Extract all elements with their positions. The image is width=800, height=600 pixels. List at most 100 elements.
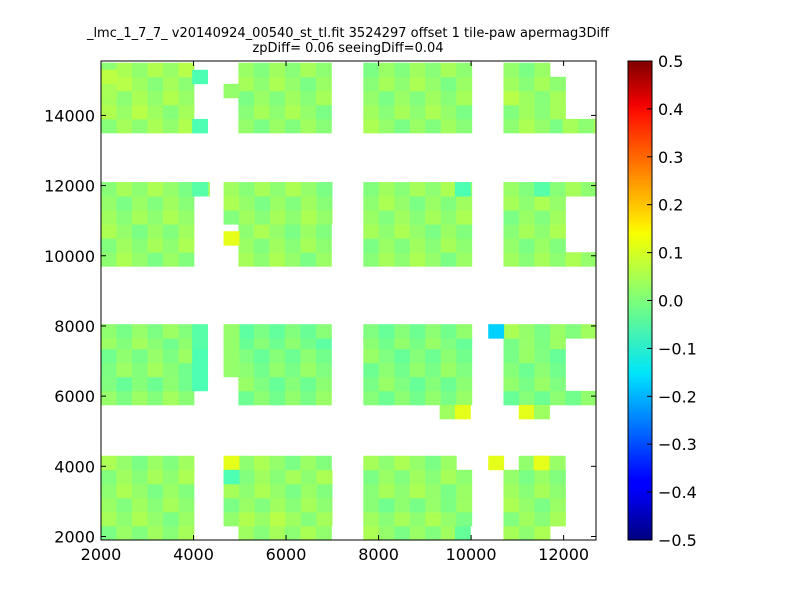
heatmap-cell <box>378 376 395 392</box>
heatmap-cell <box>269 62 286 78</box>
heatmap-cell <box>254 196 271 211</box>
heatmap-cell <box>132 90 148 106</box>
heatmap-cell <box>132 210 148 225</box>
heatmap-cell <box>162 511 179 527</box>
heatmap-cell <box>378 90 395 106</box>
heatmap-cell <box>518 196 535 211</box>
heatmap-cell <box>101 238 117 253</box>
heatmap-cell <box>549 252 566 267</box>
heatmap-cell <box>223 231 240 246</box>
heatmap-cell <box>425 252 442 267</box>
heatmap-cell <box>503 390 520 406</box>
heatmap-cell <box>132 238 148 253</box>
heatmap-cell <box>132 118 148 134</box>
heatmap-cell <box>162 104 179 120</box>
heatmap-cell <box>549 362 566 378</box>
heatmap-cell <box>518 497 535 513</box>
heatmap-cell <box>284 348 301 364</box>
heatmap-cell <box>363 511 380 527</box>
x-tick-label: 6000 <box>266 545 307 564</box>
heatmap-cell <box>101 376 117 392</box>
heatmap-cell <box>269 76 286 92</box>
heatmap-cell <box>425 324 442 339</box>
heatmap-cell <box>425 182 442 197</box>
heatmap-cell <box>440 348 457 364</box>
heatmap-cell <box>269 104 286 120</box>
heatmap-cell <box>409 104 426 120</box>
heatmap-cell <box>239 483 255 499</box>
heatmap-cell <box>315 525 332 540</box>
heatmap-cell <box>101 182 117 197</box>
heatmap-cell <box>534 182 550 197</box>
heatmap-cell <box>425 90 442 106</box>
heatmap-cell <box>132 324 148 339</box>
heatmap-cell <box>549 483 566 499</box>
heatmap-cell <box>454 182 471 197</box>
heatmap-cell <box>239 182 255 197</box>
heatmap-cell <box>456 324 473 339</box>
heatmap-cell <box>192 118 209 134</box>
heatmap-cell <box>132 455 148 471</box>
heatmap-cell <box>223 497 240 513</box>
heatmap-cell <box>409 118 426 134</box>
heatmap-cell <box>300 90 317 106</box>
heatmap-cell <box>518 76 535 92</box>
heatmap-cell <box>378 252 395 267</box>
heatmap-cell <box>549 104 566 120</box>
heatmap-cell <box>518 390 535 406</box>
heatmap-cell <box>147 118 164 134</box>
heatmap-cell <box>503 362 520 378</box>
heatmap-cell <box>101 497 117 513</box>
heatmap-cell <box>253 62 270 78</box>
heatmap-cell <box>284 362 301 378</box>
axes: 2000 4000 6000 8000 10000 12000 2000 4000 6000 80… <box>44 61 596 564</box>
heatmap-cell <box>409 376 426 392</box>
heatmap-cell <box>503 469 520 485</box>
heatmap-cell <box>284 90 301 106</box>
heatmap-cell <box>565 390 582 406</box>
heatmap-cell <box>238 455 255 471</box>
heatmap-cell <box>253 455 270 471</box>
heatmap-cell <box>116 76 133 92</box>
heatmap-cell <box>454 525 471 540</box>
heatmap-cell <box>269 362 286 378</box>
heatmap-cell <box>253 252 270 267</box>
heatmap-cell <box>285 182 302 197</box>
heatmap-cell <box>147 90 164 106</box>
heatmap-cell <box>238 224 255 239</box>
colorbar-tick-label: 0.2 <box>658 196 683 215</box>
heatmap-cell <box>178 455 195 471</box>
heatmap-cell <box>162 238 179 253</box>
heatmap-cell <box>440 497 457 513</box>
heatmap-cell <box>316 469 333 485</box>
heatmap-cell <box>239 196 255 211</box>
heatmap-cell <box>503 62 520 78</box>
heatmap-cell <box>315 376 332 392</box>
heatmap-cell <box>378 348 395 364</box>
heatmap-cell <box>147 469 164 485</box>
heatmap-cell <box>147 62 164 78</box>
heatmap-cell <box>253 525 270 540</box>
heatmap-cell <box>315 324 332 339</box>
heatmap-cell <box>101 511 117 527</box>
heatmap-cell <box>147 196 164 211</box>
heatmap-cell <box>178 376 195 392</box>
heatmap-cell <box>223 324 240 339</box>
heatmap-cell <box>300 104 317 120</box>
y-tick-label: 4000 <box>54 457 95 476</box>
heatmap-cell <box>534 104 551 120</box>
heatmap-cell <box>394 455 411 471</box>
heatmap-cell <box>238 104 255 120</box>
heatmap-cell <box>425 483 442 499</box>
plot-frame <box>100 60 597 541</box>
heatmap-cell <box>363 497 380 513</box>
heatmap-cell <box>456 224 473 239</box>
heatmap-cell <box>162 525 179 540</box>
heatmap-cell <box>132 376 148 392</box>
heatmap-cell <box>162 497 179 513</box>
heatmap-cell <box>301 469 317 485</box>
heatmap-cell <box>253 390 270 406</box>
heatmap-cell <box>425 76 442 92</box>
heatmap-cell <box>440 469 457 485</box>
heatmap-cell <box>533 455 550 471</box>
